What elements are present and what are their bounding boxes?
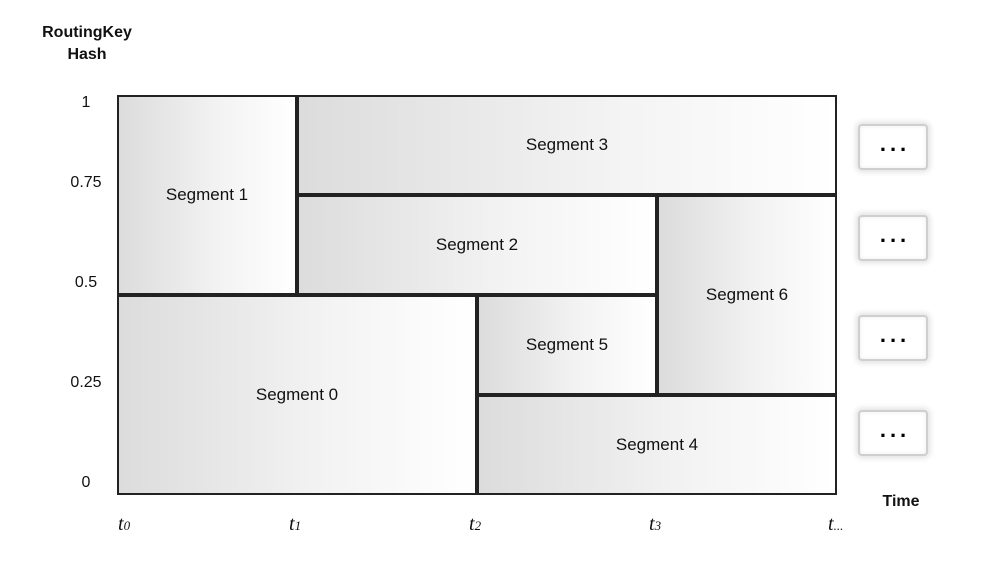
- segment-2: Segment 2: [297, 195, 657, 295]
- segment-5: Segment 5: [477, 295, 657, 395]
- y-axis-title: RoutingKey Hash: [22, 22, 152, 66]
- segment-3: Segment 3: [297, 95, 837, 195]
- segment-label: Segment 0: [255, 385, 339, 404]
- x-tick-sub: 2: [474, 518, 482, 533]
- x-tick-t1: t1: [289, 512, 301, 538]
- y-axis-title-line: RoutingKey: [42, 24, 132, 41]
- segment-plot: Segment 0 Segment 1 Segment 2 Segment 3 Segm…: [117, 95, 837, 495]
- x-tick-t-more: t...: [828, 512, 843, 538]
- x-tick-sub: ...: [833, 518, 844, 533]
- y-tick-1: 1: [81, 94, 91, 111]
- x-tick-sub: 1: [294, 518, 302, 533]
- segment-label: Segment 2: [435, 235, 519, 254]
- x-tick-base: t: [649, 513, 655, 535]
- continuation-box: ...: [858, 215, 928, 261]
- x-tick-t2: t2: [469, 512, 481, 538]
- segment-4: Segment 4: [477, 395, 837, 495]
- segment-label: Segment 5: [525, 335, 609, 354]
- y-tick-0-25: 0.25: [70, 374, 102, 391]
- segment-6: Segment 6: [657, 195, 837, 395]
- y-tick-0-75: 0.75: [70, 174, 102, 191]
- segment-0: Segment 0: [117, 295, 477, 495]
- x-tick-base: t: [289, 513, 295, 535]
- continuation-box: ...: [858, 315, 928, 361]
- segment-label: Segment 1: [165, 185, 249, 204]
- continuation-box: ...: [858, 410, 928, 456]
- segment-label: Segment 4: [615, 435, 699, 454]
- y-tick-0-5: 0.5: [74, 274, 98, 291]
- segment-1: Segment 1: [117, 95, 297, 295]
- x-tick-base: t: [469, 513, 475, 535]
- x-tick-base: t: [118, 513, 124, 535]
- segment-label: Segment 3: [525, 135, 609, 154]
- x-tick-sub: 0: [123, 518, 131, 533]
- y-axis-title-line: Hash: [67, 46, 107, 63]
- x-tick-sub: 3: [654, 518, 662, 533]
- x-tick-t3: t3: [649, 512, 661, 538]
- segment-label: Segment 6: [705, 285, 789, 304]
- x-axis-title: Time: [882, 493, 920, 510]
- continuation-box: ...: [858, 124, 928, 170]
- x-tick-base: t: [828, 513, 834, 535]
- x-tick-t0: t0: [118, 512, 130, 538]
- y-tick-0: 0: [81, 474, 91, 491]
